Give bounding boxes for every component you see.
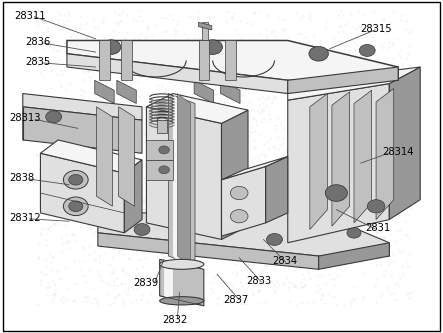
Bar <box>147 160 173 180</box>
Circle shape <box>159 166 169 174</box>
Circle shape <box>63 197 88 215</box>
Circle shape <box>230 209 248 223</box>
Polygon shape <box>288 84 389 243</box>
Polygon shape <box>147 94 248 124</box>
Polygon shape <box>376 89 394 219</box>
Circle shape <box>63 170 88 189</box>
Polygon shape <box>319 243 389 269</box>
Polygon shape <box>40 153 124 233</box>
Polygon shape <box>159 259 204 306</box>
Text: 28312: 28312 <box>10 213 41 223</box>
Polygon shape <box>168 94 195 266</box>
Text: 2837: 2837 <box>224 295 249 305</box>
Bar <box>202 22 208 41</box>
Polygon shape <box>389 67 420 219</box>
Polygon shape <box>221 80 240 104</box>
Polygon shape <box>288 67 420 100</box>
Text: 2838: 2838 <box>10 173 35 183</box>
Polygon shape <box>67 41 398 80</box>
Bar <box>99 41 110 80</box>
Circle shape <box>347 227 361 238</box>
Polygon shape <box>222 166 266 236</box>
Ellipse shape <box>157 118 167 121</box>
Text: 28314: 28314 <box>383 147 414 157</box>
Text: 28311: 28311 <box>14 11 46 21</box>
Polygon shape <box>23 94 142 120</box>
Bar <box>147 140 173 160</box>
Text: 2835: 2835 <box>25 57 50 67</box>
Text: 2833: 2833 <box>246 276 271 286</box>
Circle shape <box>159 146 169 154</box>
Polygon shape <box>354 90 372 223</box>
Text: 2834: 2834 <box>272 256 297 266</box>
Circle shape <box>267 233 283 245</box>
Polygon shape <box>124 160 142 233</box>
Ellipse shape <box>159 297 204 305</box>
Polygon shape <box>117 80 136 104</box>
Polygon shape <box>196 107 212 206</box>
Circle shape <box>325 185 347 201</box>
Polygon shape <box>23 107 142 153</box>
Polygon shape <box>40 140 142 173</box>
Ellipse shape <box>159 259 204 269</box>
Circle shape <box>367 200 385 213</box>
Bar <box>225 41 236 80</box>
Bar <box>157 120 167 133</box>
Circle shape <box>203 40 222 54</box>
Text: 28315: 28315 <box>361 24 392 34</box>
Polygon shape <box>310 94 327 229</box>
Circle shape <box>134 223 150 235</box>
Polygon shape <box>119 107 135 206</box>
Circle shape <box>309 47 328 61</box>
Bar <box>198 41 209 80</box>
Polygon shape <box>266 157 288 223</box>
Text: 2831: 2831 <box>365 223 390 233</box>
Circle shape <box>69 174 83 185</box>
Polygon shape <box>98 233 319 269</box>
Text: 2836: 2836 <box>25 37 50 47</box>
Polygon shape <box>194 80 214 104</box>
Polygon shape <box>173 94 182 266</box>
Polygon shape <box>95 80 114 104</box>
Text: 2839: 2839 <box>133 278 159 288</box>
Circle shape <box>359 45 375 56</box>
Bar <box>121 41 132 80</box>
Polygon shape <box>222 110 248 239</box>
Circle shape <box>230 186 248 200</box>
Text: 28313: 28313 <box>10 114 41 124</box>
Polygon shape <box>147 107 222 239</box>
Polygon shape <box>97 107 113 206</box>
Polygon shape <box>98 213 389 256</box>
Text: 2832: 2832 <box>162 315 187 325</box>
Polygon shape <box>177 94 190 266</box>
Polygon shape <box>164 259 173 306</box>
Circle shape <box>69 201 83 211</box>
Circle shape <box>46 111 62 123</box>
Polygon shape <box>222 157 288 180</box>
Circle shape <box>101 40 121 54</box>
Polygon shape <box>288 67 398 94</box>
Polygon shape <box>222 107 238 206</box>
Polygon shape <box>332 92 350 226</box>
Polygon shape <box>67 54 288 94</box>
Polygon shape <box>198 22 212 30</box>
